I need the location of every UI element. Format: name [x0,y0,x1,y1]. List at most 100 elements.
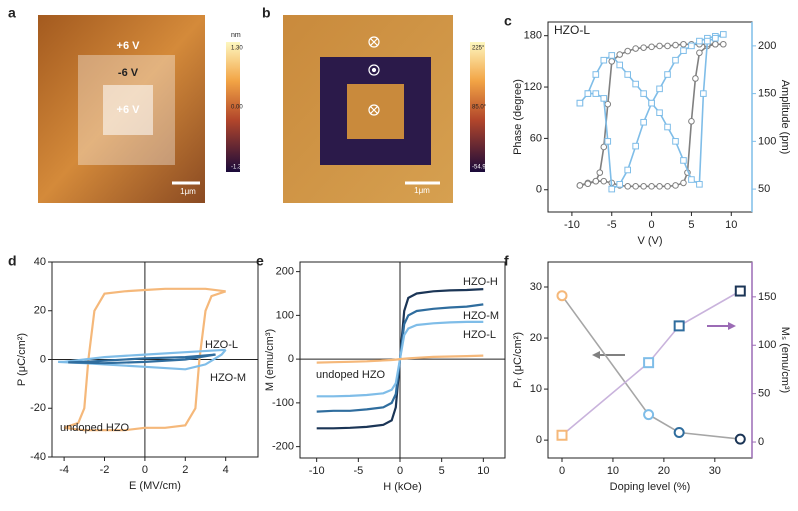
x-tick-label: 30 [709,465,721,477]
y-tick-label: -40 [30,451,46,463]
data-point [624,183,631,190]
y2-tick-label: 50 [758,388,770,400]
y-axis-label: Phase (degree) [512,79,524,155]
series-label: HZO-M [210,372,246,384]
data-point [656,85,663,93]
series-line [561,290,741,436]
scale-bar-label: 1μm [414,186,430,195]
x-tick-label: 20 [658,465,670,477]
y-tick-label: 30 [530,281,542,293]
x-tick-label: -5 [607,219,617,231]
image-label: -6 V [118,67,139,79]
data-point [608,58,616,65]
data-point [616,61,624,69]
data-point [584,90,592,97]
data-point [643,409,655,421]
x-tick-label: -5 [353,465,363,477]
panel-label: d [8,253,17,269]
x-tick-label: 2 [182,464,188,476]
data-point [616,181,624,188]
y-tick-label: 20 [34,305,46,317]
x-tick-label: 0 [559,465,565,477]
y-tick-label: 0 [40,353,46,365]
data-point [624,47,631,55]
x-tick-label: 0 [397,465,403,477]
y2-tick-label: 100 [758,339,776,351]
x-tick-label: 0 [142,464,148,476]
data-point [600,143,608,151]
panel-label: f [504,253,509,269]
data-point [584,180,592,188]
x-axis-label: Doping level (%) [610,481,691,493]
data-point [673,426,685,438]
data-point [688,176,695,183]
panel-label: b [262,5,271,21]
x-tick-label: 10 [725,219,737,231]
y2-tick-label: 200 [758,40,776,52]
y2-tick-label: 100 [758,135,776,147]
y-axis-label: M (emu/cm³) [264,329,276,391]
data-point [696,37,703,45]
colorbar-tick: 85.0° [472,105,487,111]
y-tick-label: 20 [530,332,542,344]
panel-label: e [256,253,264,269]
data-point [704,37,711,45]
poled-region [103,85,153,135]
data-point [616,51,624,58]
data-point [592,90,600,97]
series-label: HZO-H [463,276,498,288]
colorbar-tick: 0.00 [231,105,243,111]
data-point [648,99,655,107]
y2-tick-label: 50 [758,183,770,195]
y-tick-label: 40 [34,256,46,268]
colorbar [470,42,485,172]
y-tick-label: 60 [530,132,542,144]
x-tick-label: 4 [223,464,229,476]
series-line [63,287,227,432]
data-point [604,100,612,108]
data-point [632,45,639,52]
data-point [632,183,639,190]
data-point [600,56,608,64]
data-point [643,357,655,369]
data-point [640,44,647,51]
y-tick-label: -200 [272,441,294,453]
data-point [596,169,604,176]
x-tick-label: 10 [607,465,619,477]
data-point [648,43,655,51]
data-point [632,142,639,150]
y-tick-label: 180 [524,30,542,42]
data-point [720,31,727,38]
x-tick-label: -4 [59,464,69,476]
x-tick-label: -2 [100,464,110,476]
y-tick-label: 0 [536,434,542,446]
colorbar-tick: 1.30 [231,46,243,52]
data-point [656,109,663,117]
series-label: undoped HZO [316,369,386,381]
x-tick-label: -10 [564,219,580,231]
series-line [561,295,741,440]
data-point [720,40,727,48]
y-tick-label: 100 [276,309,294,321]
plot-frame [299,261,506,459]
data-point [672,56,679,64]
data-point [604,138,612,145]
y-tick-label: -100 [272,397,294,409]
colorbar-tick: -54.9° [472,165,489,171]
data-point [664,183,671,190]
colorbar-tick: 225° [472,46,485,52]
colorbar-unit: nm [231,32,241,39]
data-point [692,75,699,82]
data-point [632,80,639,88]
data-point [592,71,600,78]
x-axis-label: E (MV/cm) [129,480,181,492]
y2-tick-label: 150 [758,88,776,100]
y-axis-label: P (μC/cm²) [16,333,28,386]
data-point [624,166,631,174]
y-tick-label: 10 [530,383,542,395]
y-tick-label: 0 [536,184,542,196]
x-tick-label: 10 [477,465,489,477]
data-point [712,34,719,42]
data-point [734,433,746,445]
